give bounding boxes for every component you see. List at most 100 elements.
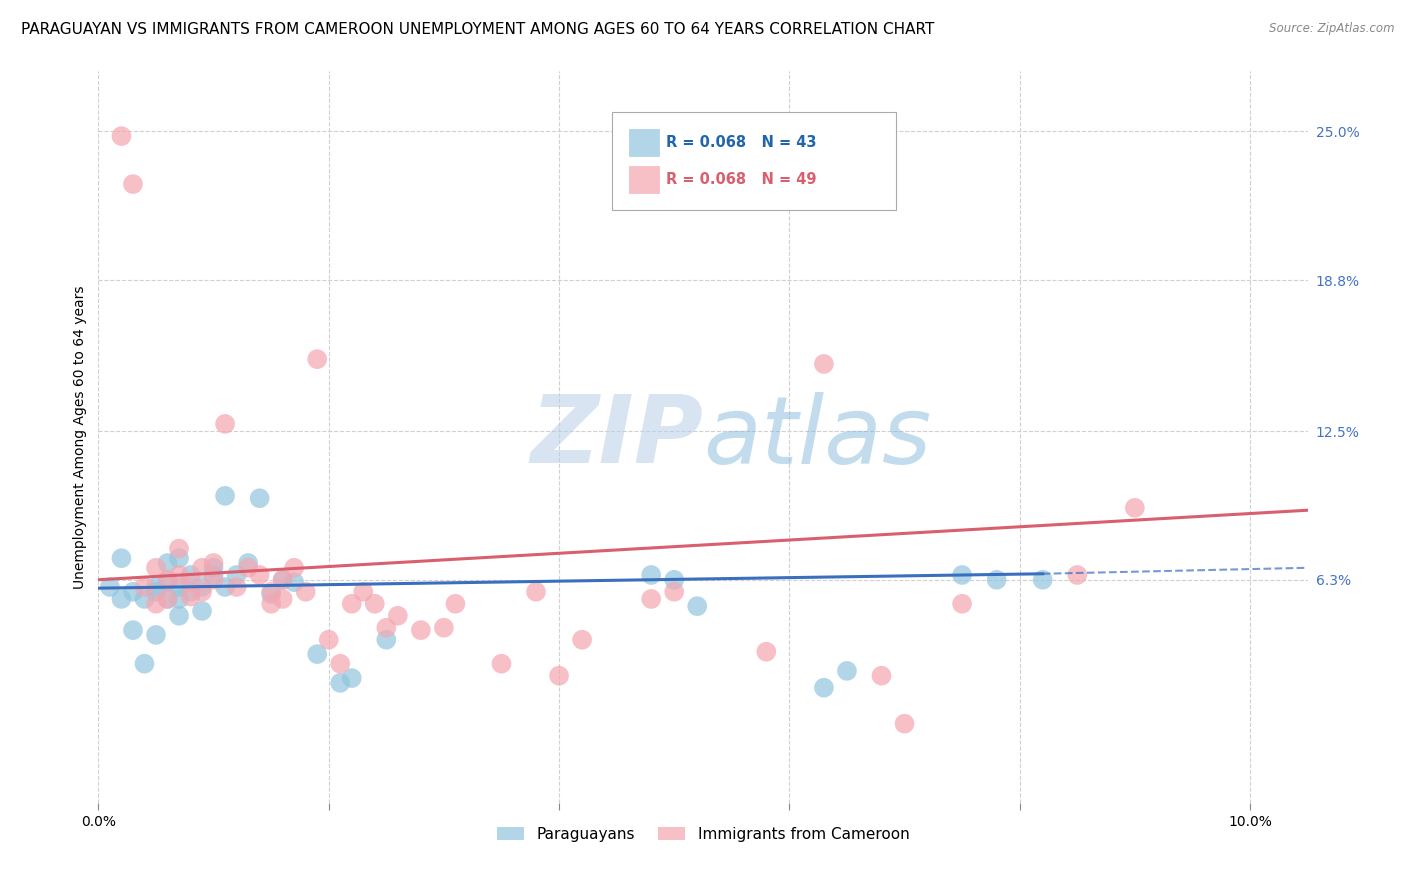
- Point: [491, 657, 513, 671]
- Point: [134, 580, 156, 594]
- Point: [433, 621, 456, 635]
- Point: [122, 584, 145, 599]
- Point: [110, 591, 132, 606]
- Point: [664, 584, 686, 599]
- Text: R = 0.068   N = 49: R = 0.068 N = 49: [665, 172, 815, 187]
- Point: [893, 716, 915, 731]
- Legend: Paraguayans, Immigrants from Cameroon: Paraguayans, Immigrants from Cameroon: [491, 821, 915, 847]
- Point: [156, 591, 179, 606]
- Point: [167, 551, 190, 566]
- Text: R = 0.068   N = 43: R = 0.068 N = 43: [665, 135, 815, 150]
- Point: [444, 597, 467, 611]
- Point: [202, 556, 225, 570]
- Point: [409, 623, 432, 637]
- Point: [318, 632, 340, 647]
- Point: [225, 580, 247, 594]
- Point: [167, 591, 190, 606]
- Point: [167, 568, 190, 582]
- Point: [950, 568, 973, 582]
- Point: [122, 623, 145, 637]
- Point: [156, 591, 179, 606]
- Point: [156, 556, 179, 570]
- Point: [134, 591, 156, 606]
- Point: [180, 575, 202, 590]
- Point: [180, 584, 202, 599]
- Point: [271, 573, 294, 587]
- Point: [145, 597, 167, 611]
- Point: [214, 580, 236, 594]
- Point: [145, 561, 167, 575]
- Point: [294, 584, 316, 599]
- Point: [202, 561, 225, 575]
- Point: [329, 657, 352, 671]
- Point: [156, 573, 179, 587]
- Point: [122, 177, 145, 191]
- Point: [387, 608, 409, 623]
- Point: [167, 580, 190, 594]
- Y-axis label: Unemployment Among Ages 60 to 64 years: Unemployment Among Ages 60 to 64 years: [73, 285, 87, 589]
- Point: [236, 556, 259, 570]
- Point: [548, 669, 571, 683]
- Point: [835, 664, 858, 678]
- Point: [202, 573, 225, 587]
- Point: [145, 584, 167, 599]
- FancyBboxPatch shape: [613, 112, 897, 211]
- Point: [755, 645, 778, 659]
- Point: [260, 584, 283, 599]
- Point: [110, 551, 132, 566]
- Point: [375, 621, 398, 635]
- Point: [664, 573, 686, 587]
- Point: [134, 657, 156, 671]
- Point: [686, 599, 709, 614]
- Point: [329, 676, 352, 690]
- Point: [180, 590, 202, 604]
- Point: [950, 597, 973, 611]
- Point: [202, 568, 225, 582]
- Point: [271, 591, 294, 606]
- Point: [191, 561, 214, 575]
- Point: [375, 632, 398, 647]
- Point: [110, 129, 132, 144]
- FancyBboxPatch shape: [630, 166, 659, 193]
- Point: [340, 597, 363, 611]
- Text: ZIP: ZIP: [530, 391, 703, 483]
- Point: [307, 647, 329, 661]
- Point: [640, 568, 662, 582]
- Point: [191, 580, 214, 594]
- Point: [214, 417, 236, 431]
- Point: [283, 575, 305, 590]
- Point: [813, 681, 835, 695]
- Point: [1032, 573, 1054, 587]
- Point: [167, 608, 190, 623]
- Point: [191, 584, 214, 599]
- Point: [249, 491, 271, 506]
- Point: [352, 584, 374, 599]
- Point: [1066, 568, 1088, 582]
- FancyBboxPatch shape: [630, 129, 659, 155]
- Point: [1123, 500, 1146, 515]
- Point: [249, 568, 271, 582]
- Point: [524, 584, 547, 599]
- Point: [98, 580, 121, 594]
- Point: [167, 541, 190, 556]
- Point: [870, 669, 893, 683]
- Point: [813, 357, 835, 371]
- Point: [225, 568, 247, 582]
- Text: Source: ZipAtlas.com: Source: ZipAtlas.com: [1270, 22, 1395, 36]
- Point: [283, 561, 305, 575]
- Point: [571, 632, 593, 647]
- Point: [640, 591, 662, 606]
- Point: [364, 597, 387, 611]
- Point: [260, 597, 283, 611]
- Point: [307, 352, 329, 367]
- Point: [214, 489, 236, 503]
- Point: [236, 561, 259, 575]
- Point: [145, 580, 167, 594]
- Text: atlas: atlas: [703, 392, 931, 483]
- Point: [260, 587, 283, 601]
- Point: [191, 604, 214, 618]
- Point: [986, 573, 1008, 587]
- Point: [145, 628, 167, 642]
- Point: [180, 568, 202, 582]
- Text: PARAGUAYAN VS IMMIGRANTS FROM CAMEROON UNEMPLOYMENT AMONG AGES 60 TO 64 YEARS CO: PARAGUAYAN VS IMMIGRANTS FROM CAMEROON U…: [21, 22, 935, 37]
